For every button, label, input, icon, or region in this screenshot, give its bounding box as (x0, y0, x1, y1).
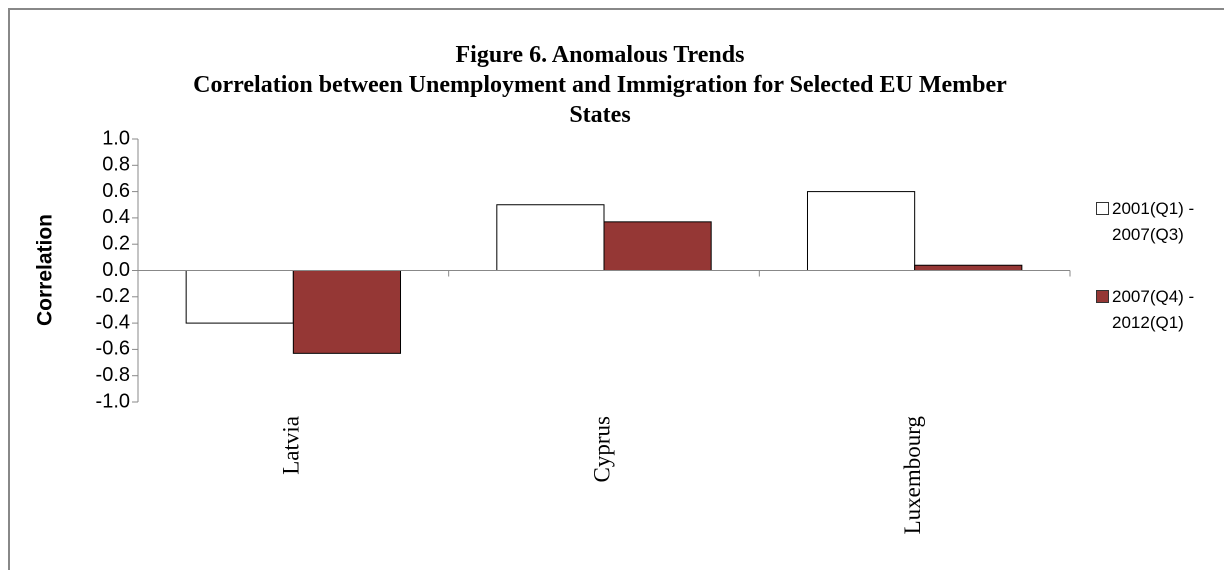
y-tick-label: 0.4 (102, 206, 130, 228)
bar (292, 270, 402, 354)
y-tick-label: -0.4 (96, 311, 130, 333)
chart-frame (8, 8, 1224, 570)
chart-subtitle: Correlation between Unemployment and Imm… (193, 72, 1007, 128)
y-tick-label: -0.2 (96, 285, 130, 307)
legend-swatch (1096, 290, 1109, 303)
y-tick-label: 0.0 (102, 259, 130, 281)
x-tick-label: Luxembourg (900, 416, 925, 535)
legend-item: 2007(Q4) - 2012(Q1) (1096, 284, 1216, 336)
bar (806, 191, 916, 272)
y-tick-label: -0.8 (96, 364, 130, 386)
legend-item: 2001(Q1) - 2007(Q3) (1096, 196, 1216, 248)
y-tick-label: 0.8 (102, 154, 130, 176)
bar (496, 204, 605, 271)
y-tick-label: -0.6 (96, 338, 130, 360)
legend-swatch (1096, 202, 1109, 215)
y-tick-label: 1.0 (102, 127, 130, 149)
legend: 2001(Q1) - 2007(Q3) 2007(Q4) - 2012(Q1) (1096, 196, 1216, 372)
x-tick-label: Latvia (279, 416, 304, 475)
y-tick-label: -1.0 (96, 390, 130, 412)
titles: Figure 6. Anomalous Trends Correlation b… (150, 40, 1050, 130)
bar (603, 221, 712, 271)
bar (185, 270, 294, 324)
chart-title: Figure 6. Anomalous Trends (455, 42, 745, 68)
legend-label: 2007(Q4) - 2012(Q1) (1112, 287, 1195, 332)
bar (914, 264, 1023, 271)
x-tick-label: Cyprus (589, 416, 614, 483)
y-tick-label: 0.6 (102, 180, 130, 202)
y-tick-label: 0.2 (102, 232, 130, 254)
y-axis-label: Correlation (34, 214, 57, 326)
legend-label: 2001(Q1) - 2007(Q3) (1112, 199, 1195, 244)
